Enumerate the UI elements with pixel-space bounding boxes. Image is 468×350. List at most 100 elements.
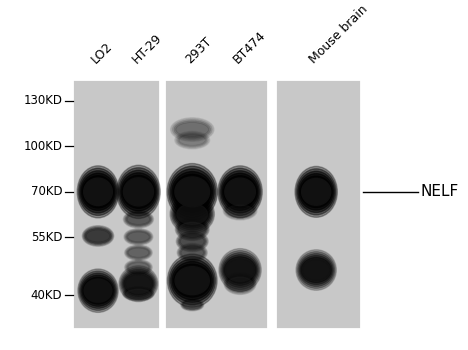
Ellipse shape [225, 203, 256, 219]
Ellipse shape [80, 171, 116, 213]
Ellipse shape [301, 258, 331, 282]
Ellipse shape [79, 271, 117, 310]
Ellipse shape [301, 178, 331, 205]
Ellipse shape [79, 168, 117, 215]
Ellipse shape [175, 267, 209, 295]
Ellipse shape [181, 299, 204, 311]
Ellipse shape [119, 170, 158, 214]
Ellipse shape [225, 178, 256, 205]
Ellipse shape [170, 169, 214, 215]
Ellipse shape [222, 173, 258, 210]
Ellipse shape [128, 262, 149, 272]
Ellipse shape [125, 274, 152, 293]
Ellipse shape [296, 250, 336, 290]
Ellipse shape [177, 244, 207, 262]
Ellipse shape [224, 257, 256, 283]
Ellipse shape [227, 205, 253, 217]
Ellipse shape [167, 163, 217, 220]
Text: 293T: 293T [183, 34, 214, 66]
Text: 130KD: 130KD [23, 94, 62, 107]
Ellipse shape [127, 247, 150, 259]
Ellipse shape [226, 274, 255, 293]
Ellipse shape [170, 194, 214, 234]
Ellipse shape [226, 259, 255, 281]
Ellipse shape [124, 245, 152, 260]
Ellipse shape [219, 248, 261, 292]
Text: Mouse brain: Mouse brain [307, 2, 370, 66]
Ellipse shape [127, 232, 150, 242]
Ellipse shape [121, 173, 156, 211]
Ellipse shape [175, 177, 210, 207]
Bar [164, 79, 268, 329]
Ellipse shape [182, 300, 203, 310]
Ellipse shape [179, 135, 205, 146]
Ellipse shape [223, 176, 257, 208]
Ellipse shape [183, 301, 202, 309]
Ellipse shape [83, 277, 113, 304]
Ellipse shape [176, 231, 208, 252]
Ellipse shape [124, 211, 152, 227]
Ellipse shape [124, 229, 153, 245]
Ellipse shape [126, 289, 151, 298]
Ellipse shape [224, 273, 256, 294]
Ellipse shape [123, 271, 154, 296]
Ellipse shape [169, 257, 215, 305]
Ellipse shape [223, 255, 257, 285]
Ellipse shape [82, 226, 114, 246]
Ellipse shape [177, 232, 207, 250]
Ellipse shape [171, 118, 214, 141]
Ellipse shape [177, 204, 207, 224]
Ellipse shape [168, 166, 216, 217]
Ellipse shape [176, 218, 209, 240]
Ellipse shape [168, 254, 217, 307]
Text: LO2: LO2 [89, 39, 115, 66]
Ellipse shape [170, 259, 214, 302]
Ellipse shape [222, 253, 259, 287]
Ellipse shape [126, 231, 151, 243]
Ellipse shape [82, 176, 114, 208]
Ellipse shape [86, 230, 110, 242]
Ellipse shape [226, 204, 254, 218]
Ellipse shape [180, 235, 205, 248]
Ellipse shape [117, 165, 160, 218]
Ellipse shape [176, 133, 208, 148]
Text: 100KD: 100KD [23, 140, 62, 153]
Ellipse shape [126, 246, 151, 259]
Ellipse shape [127, 261, 150, 273]
Ellipse shape [78, 269, 118, 312]
Ellipse shape [173, 174, 211, 209]
Ellipse shape [124, 259, 152, 275]
Ellipse shape [84, 178, 112, 205]
Ellipse shape [172, 119, 212, 140]
Ellipse shape [128, 248, 149, 258]
Bar [72, 79, 160, 329]
Ellipse shape [183, 301, 201, 309]
Ellipse shape [299, 254, 334, 286]
Ellipse shape [172, 262, 212, 300]
Ellipse shape [125, 230, 152, 244]
Ellipse shape [120, 267, 157, 300]
Ellipse shape [178, 245, 206, 261]
Ellipse shape [177, 134, 207, 147]
Ellipse shape [124, 210, 154, 228]
Ellipse shape [174, 121, 211, 138]
Ellipse shape [121, 269, 155, 298]
Ellipse shape [84, 279, 112, 302]
Ellipse shape [228, 277, 252, 290]
Ellipse shape [227, 276, 254, 292]
Ellipse shape [176, 122, 209, 137]
Text: 55KD: 55KD [31, 231, 62, 244]
Ellipse shape [180, 246, 205, 260]
Ellipse shape [179, 222, 205, 236]
Ellipse shape [127, 214, 150, 225]
Ellipse shape [219, 168, 261, 215]
Ellipse shape [295, 166, 337, 217]
Ellipse shape [296, 169, 336, 215]
Ellipse shape [175, 131, 210, 149]
Ellipse shape [122, 175, 155, 208]
Ellipse shape [126, 213, 151, 226]
Ellipse shape [125, 288, 152, 299]
Ellipse shape [299, 174, 333, 210]
Bar [275, 79, 361, 329]
Ellipse shape [124, 178, 154, 206]
